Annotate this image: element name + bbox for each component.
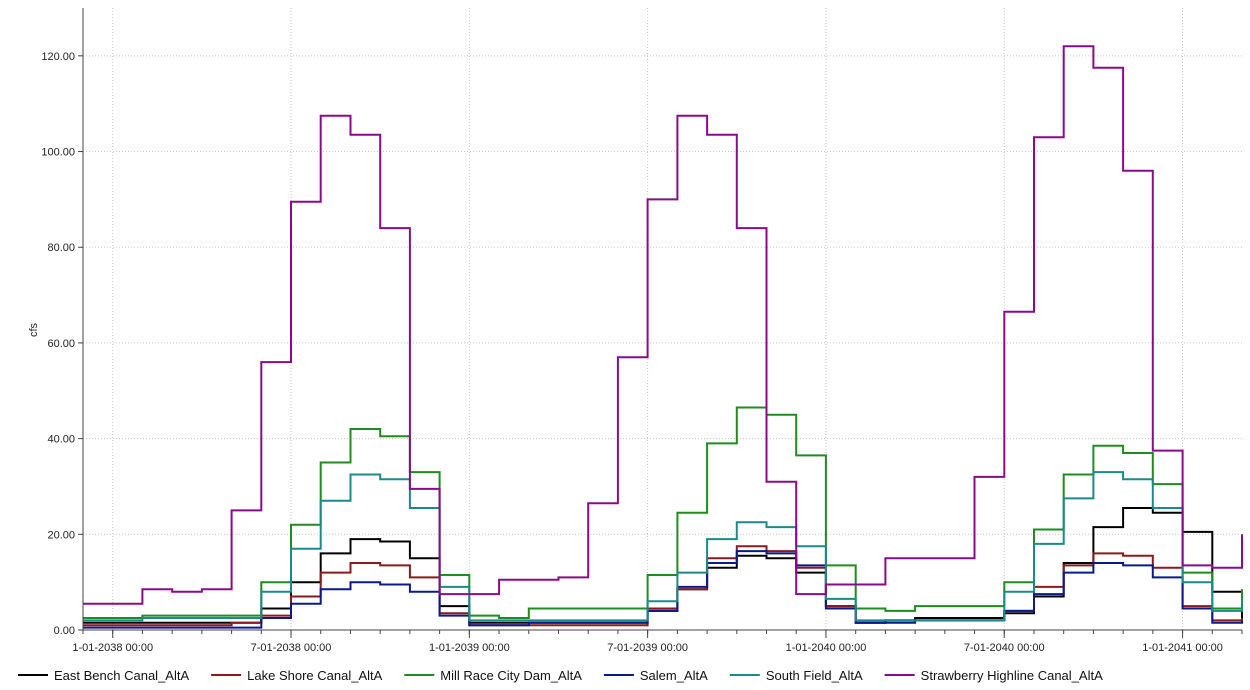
y-axis-ticks: 0.00 20.00 40.00 60.00 80.00 100.00 120.00 xyxy=(41,51,83,637)
series-line-south-field-alta xyxy=(83,471,1243,622)
legend-item-mill-race-city-dam-alta: Mill Race City Dam_AltA xyxy=(404,668,582,683)
series-line-mill-race-city-dam-alta xyxy=(83,406,1243,619)
series-line-lake-shore-canal-alta xyxy=(83,545,1243,627)
x-tick-label: 1-01-2041 00:00 xyxy=(1142,642,1223,654)
legend-item-strawberry-highline-canal-alta: Strawberry Highline Canal_AltA xyxy=(884,668,1103,683)
y-tick-label: 80.00 xyxy=(47,242,75,254)
x-tick-label: 1-01-2040 00:00 xyxy=(786,642,867,654)
y-tick-label: 40.00 xyxy=(47,434,75,446)
legend-label: Mill Race City Dam_AltA xyxy=(440,668,582,683)
legend: East Bench Canal_AltA Lake Shore Canal_Al… xyxy=(18,668,1103,683)
y-axis-title: cfs xyxy=(28,322,40,337)
x-tick-label: 7-01-2038 00:00 xyxy=(251,642,332,654)
x-tick-label: 7-01-2040 00:00 xyxy=(964,642,1045,654)
series-layer xyxy=(83,45,1243,629)
y-tick-label: 120.00 xyxy=(41,51,75,63)
legend-label: Strawberry Highline Canal_AltA xyxy=(921,668,1103,683)
x-tick-label: 1-01-2038 00:00 xyxy=(72,642,153,654)
legend-item-salem-alta: Salem_AltA xyxy=(603,668,708,683)
axes xyxy=(82,8,1242,631)
series-line-strawberry-highline-canal-alta xyxy=(83,45,1243,605)
legend-item-lake-shore-canal-alta: Lake Shore Canal_AltA xyxy=(211,668,383,683)
y-tick-label: 20.00 xyxy=(47,529,75,541)
x-axis-ticks: 1-01-2038 00:00 7-01-2038 00:00 1-01-2039 … xyxy=(72,630,1243,654)
legend-item-east-bench-canal-alta: East Bench Canal_AltA xyxy=(18,668,189,683)
legend-label: Lake Shore Canal_AltA xyxy=(247,668,382,683)
legend-label: Salem_AltA xyxy=(640,668,708,683)
x-tick-label: 1-01-2039 00:00 xyxy=(429,642,510,654)
legend-item-south-field-alta: South Field_AltA xyxy=(729,668,863,683)
legend-label: South Field_AltA xyxy=(766,668,863,683)
legend-label: East Bench Canal_AltA xyxy=(54,668,189,683)
y-tick-label: 0.00 xyxy=(54,625,75,637)
y-tick-label: 100.00 xyxy=(41,147,75,159)
x-tick-label: 7-01-2039 00:00 xyxy=(607,642,688,654)
grid-lines xyxy=(83,8,1242,630)
y-tick-label: 60.00 xyxy=(47,338,75,350)
